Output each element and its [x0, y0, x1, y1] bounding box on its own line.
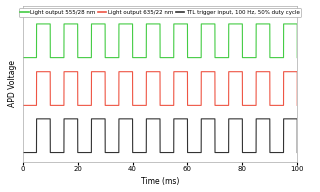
X-axis label: Time (ms): Time (ms): [141, 177, 179, 186]
Y-axis label: APD Voltage: APD Voltage: [8, 60, 17, 107]
Legend: Light output 555/28 nm, Light output 635/22 nm, TTL trigger input, 100 Hz, 50% d: Light output 555/28 nm, Light output 635…: [19, 8, 301, 17]
